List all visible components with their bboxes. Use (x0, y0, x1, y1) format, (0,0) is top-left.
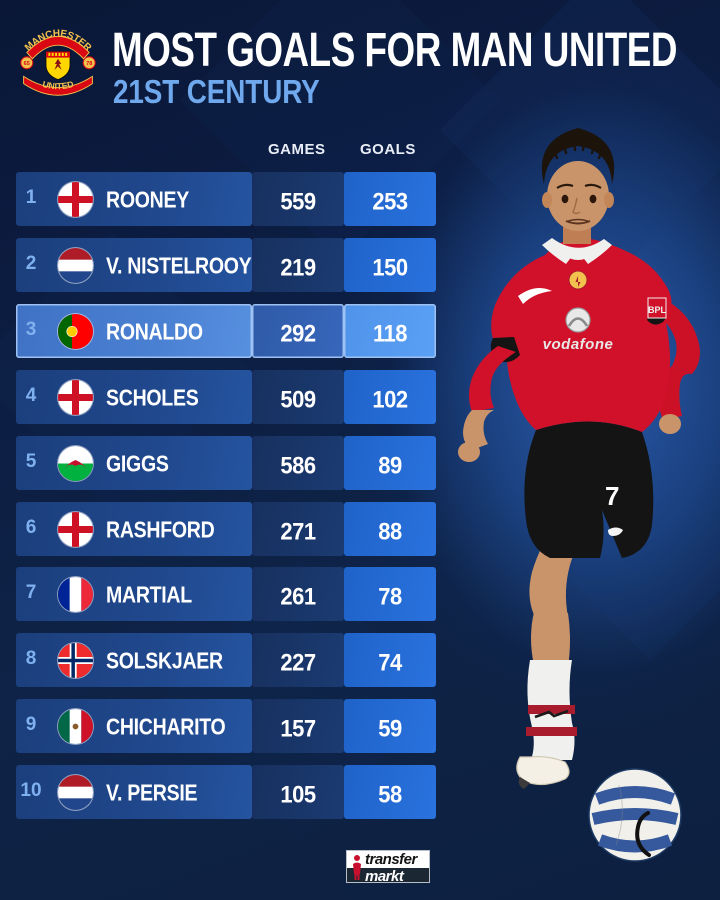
svg-text:7: 7 (605, 481, 619, 511)
svg-text:vodafone: vodafone (543, 336, 614, 353)
svg-text:BPL: BPL (648, 305, 667, 315)
